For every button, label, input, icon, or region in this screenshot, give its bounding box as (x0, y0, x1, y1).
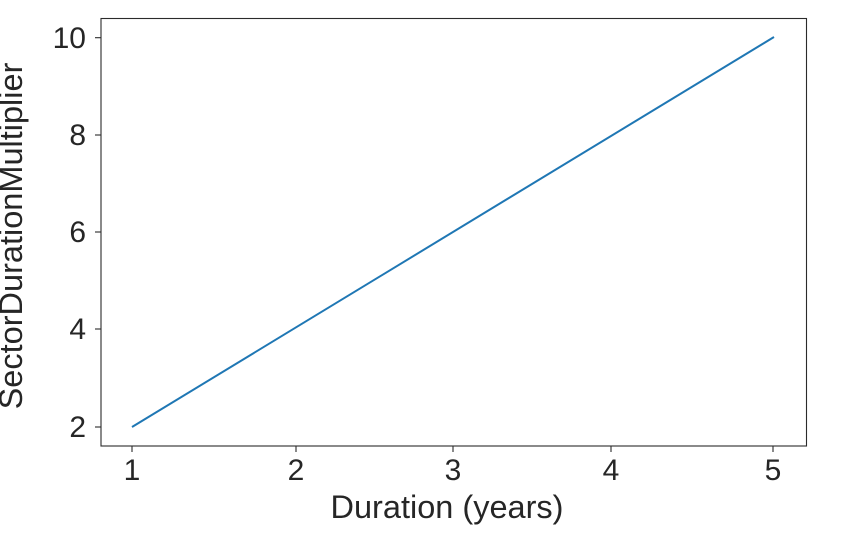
svg-text:SectorDurationMultiplier: SectorDurationMultiplier (0, 62, 29, 409)
svg-text:5: 5 (765, 454, 782, 487)
svg-text:4: 4 (69, 313, 86, 346)
svg-text:6: 6 (69, 216, 86, 249)
svg-text:Duration (years): Duration (years) (331, 489, 564, 525)
svg-text:2: 2 (69, 411, 86, 444)
svg-text:3: 3 (445, 454, 462, 487)
svg-text:10: 10 (53, 22, 86, 55)
svg-text:2: 2 (288, 454, 305, 487)
svg-text:8: 8 (69, 119, 86, 152)
svg-text:4: 4 (603, 454, 620, 487)
svg-text:1: 1 (124, 454, 141, 487)
